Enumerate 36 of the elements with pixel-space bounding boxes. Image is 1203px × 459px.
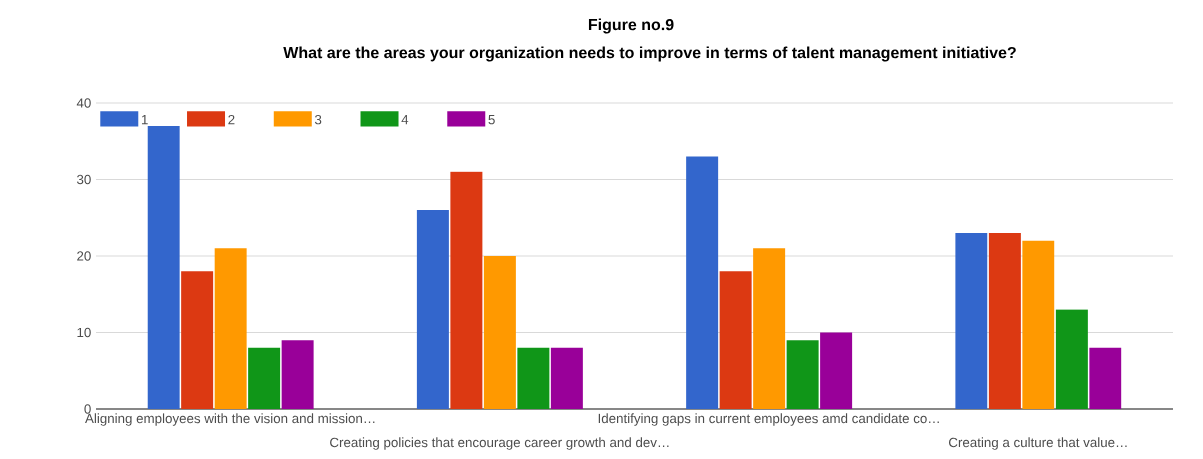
x-tick-label: Aligning employees with the vision and mission… (85, 413, 375, 426)
bar (248, 347, 281, 409)
bar (281, 340, 314, 409)
legend-label: 4 (401, 115, 409, 125)
bar (1055, 309, 1088, 409)
bar (719, 271, 752, 409)
bar (483, 255, 516, 409)
legend-label: 3 (314, 114, 322, 125)
y-tick-label: 0 (84, 404, 91, 414)
bar (686, 156, 719, 409)
bar (181, 271, 214, 409)
y-tick-label: 40 (76, 98, 91, 108)
chart-subtitle: What are the areas your organization needs to improve in terms of talent management initiative? (283, 46, 1016, 62)
bar (1022, 240, 1055, 409)
y-tick-label: 10 (77, 327, 91, 338)
y-tick-label: 20 (77, 251, 91, 261)
legend-label: 2 (228, 114, 235, 125)
bar (450, 171, 483, 409)
chart-title: Figure no.9 (588, 18, 674, 34)
bar (955, 233, 988, 409)
legend-label: 5 (488, 115, 495, 125)
bar (214, 248, 247, 409)
bar (550, 347, 583, 409)
legend-label: 1 (141, 115, 148, 125)
x-tick-label: Creating policies that encourage career growth and dev… (330, 437, 669, 450)
bar (988, 233, 1021, 409)
x-tick-label: Identifying gaps in current employees amd candidate co… (598, 413, 939, 426)
y-tick-label: 30 (76, 174, 91, 185)
bar (786, 340, 819, 409)
bar (147, 125, 180, 409)
bar (1089, 347, 1122, 409)
bar (517, 347, 550, 409)
x-tick-label: Creating a culture that value… (948, 437, 1127, 450)
bar (416, 210, 449, 409)
bar (820, 332, 853, 409)
bar (753, 248, 786, 409)
